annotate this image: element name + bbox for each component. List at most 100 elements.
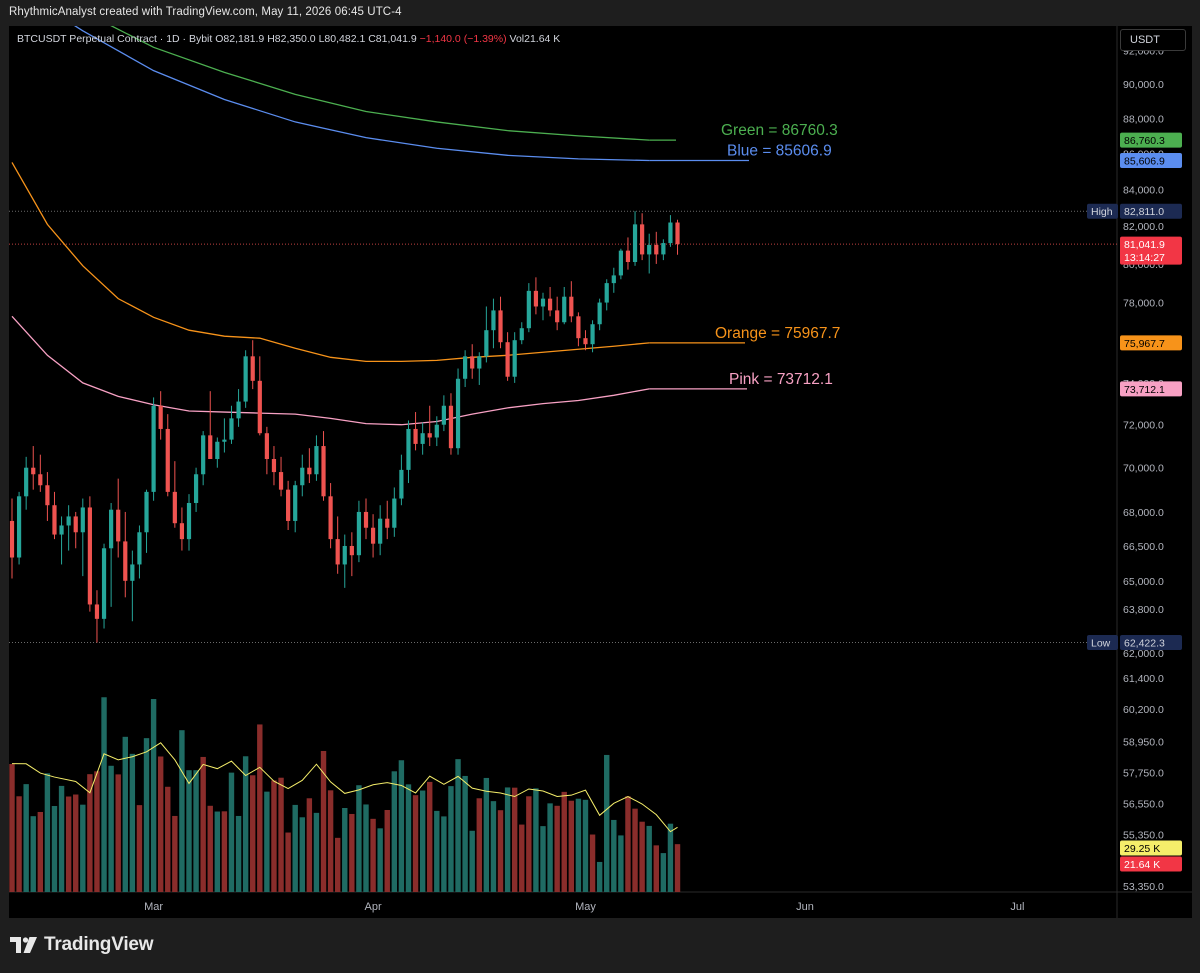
time-axis-label-may: May — [575, 901, 596, 913]
orange-axis-badge-bg — [1120, 335, 1182, 351]
currency-button[interactable]: USDT — [1120, 29, 1186, 51]
price-axis-label: 82,000.0 — [1123, 221, 1164, 233]
candle-body — [300, 467, 305, 486]
candle-body — [654, 244, 659, 255]
low-tag-bg — [1087, 635, 1118, 651]
high-axis-badge: 82,811.0 — [1124, 206, 1164, 218]
candle-body — [243, 356, 248, 402]
candle-body — [484, 330, 489, 357]
volume-bar — [533, 788, 539, 892]
blue-axis-badge: 85,606.9 — [1124, 156, 1165, 168]
price-axis-label: 78,000.0 — [1123, 298, 1164, 310]
volume-bar — [115, 774, 121, 892]
volume-bar — [73, 794, 79, 892]
price-axis-label-partial: 62,000.0 — [1123, 648, 1164, 660]
volume-bar — [193, 770, 199, 892]
volume-bar — [448, 786, 454, 892]
candle-body — [569, 296, 574, 317]
volume-bar — [9, 764, 15, 892]
volume-bar — [568, 800, 575, 892]
candle-body — [144, 491, 149, 533]
candle-body — [448, 405, 454, 449]
volume-bar — [37, 811, 44, 892]
legend-open: O82,181.9 — [215, 33, 265, 45]
candle-body — [201, 435, 206, 475]
candle-body — [38, 474, 43, 486]
volume-bar — [221, 811, 228, 892]
orange-ma-label: Orange = 75967.7 — [715, 325, 840, 342]
price-axis-label: 72,000.0 — [1123, 420, 1164, 432]
candle-body — [675, 222, 680, 245]
volume-bar — [504, 787, 511, 892]
volume-bar — [207, 805, 213, 892]
candle-body — [109, 509, 114, 549]
volume-bar — [292, 804, 298, 892]
volume-bar — [646, 825, 652, 892]
candle-body — [186, 502, 192, 540]
volume-bar — [653, 845, 659, 892]
candle-body — [151, 405, 156, 492]
chart-canvas[interactable]: 92,000.090,000.088,000.084,000.082,000.0… — [9, 26, 1192, 918]
candle-body — [625, 250, 631, 263]
candle-body — [222, 439, 227, 442]
candle-body — [94, 604, 100, 619]
volume-bar — [101, 697, 107, 892]
last-price-badge-bg — [1120, 236, 1182, 265]
candle-body — [491, 310, 496, 331]
low-tag: Low — [1091, 638, 1111, 650]
volume-bar — [214, 811, 221, 892]
volume-bar — [589, 834, 596, 892]
volume-bar — [519, 824, 525, 892]
volume-bar — [200, 756, 206, 892]
candle-body — [264, 433, 269, 460]
volume-bar — [342, 808, 348, 892]
volume-bar — [87, 774, 93, 892]
volume-bar — [186, 770, 192, 892]
volume-bar — [405, 784, 412, 892]
tradingview-logo: TradingView — [10, 934, 154, 956]
volume-bar — [172, 815, 178, 892]
volume-bar — [391, 771, 398, 892]
volume-bar — [384, 809, 390, 892]
volume-bar — [327, 790, 334, 892]
candle-body — [526, 290, 531, 329]
volume-bar — [370, 818, 376, 892]
volume-bar — [278, 777, 284, 892]
candle-body — [356, 511, 362, 556]
price-axis-label: 60,200.0 — [1123, 704, 1164, 716]
bar-countdown: 13:14:27 — [1124, 252, 1165, 264]
price-axis-label: 57,750.0 — [1123, 767, 1164, 779]
volume-bar — [419, 790, 426, 892]
candle-body — [193, 474, 199, 503]
volume-bar — [511, 787, 518, 892]
price-axis-label: 90,000.0 — [1123, 79, 1164, 91]
orange-ma-line — [11, 162, 650, 363]
volume-bar — [398, 760, 405, 892]
candle-body — [555, 310, 560, 323]
price-axis-label: 66,500.0 — [1123, 541, 1164, 553]
candle-body — [498, 310, 503, 343]
volume-bar — [250, 775, 256, 892]
time-axis-label-jul: Jul — [1010, 901, 1024, 913]
price-axis-label: 84,000.0 — [1123, 184, 1164, 196]
candle-body — [647, 244, 652, 255]
candle-body — [278, 472, 284, 490]
symbol-name[interactable]: BTCUSDT Perpetual Contract · 1D · Bybit — [17, 33, 213, 45]
volume-bar — [441, 816, 447, 892]
candle-body — [618, 250, 623, 276]
volume-bar — [476, 798, 482, 892]
candle-body — [229, 418, 234, 440]
volume-bar — [632, 808, 638, 892]
high-tag: High — [1091, 206, 1113, 218]
volume-bar — [65, 796, 72, 892]
candle-body — [250, 356, 255, 381]
volume-bar — [165, 786, 171, 892]
volume-bar — [349, 813, 355, 892]
volume-bar — [667, 823, 674, 892]
volume-bar — [264, 791, 270, 892]
candle-body — [215, 441, 220, 460]
blue-ma-line — [74, 26, 650, 162]
candle-body — [385, 518, 390, 528]
volume-last-badge: 21.64 K — [1124, 859, 1160, 871]
candle-body — [31, 467, 36, 475]
